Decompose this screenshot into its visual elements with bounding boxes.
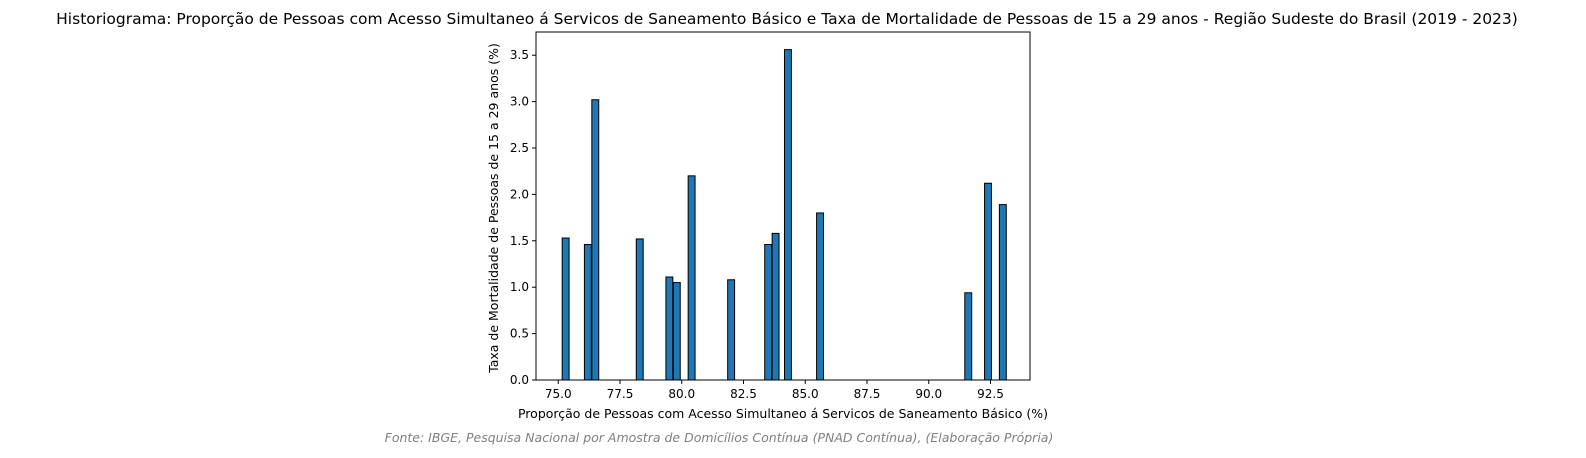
y-tick-label: 2.5 <box>510 141 529 155</box>
y-axis-label: Taxa de Mortalidade de Pessoas de 15 a 2… <box>486 43 501 374</box>
histogram-bar <box>816 212 825 381</box>
y-tick-label: 1.5 <box>510 234 529 248</box>
y-tick-label: 3.0 <box>510 95 529 109</box>
histogram-bar <box>635 238 644 381</box>
histogram-bar <box>561 237 570 381</box>
x-tick-label: 92.5 <box>977 387 1004 401</box>
x-tick-label: 90.0 <box>915 387 942 401</box>
x-tick-label: 85.0 <box>792 387 819 401</box>
histogram-bar <box>783 49 792 381</box>
y-tick-label: 0.5 <box>510 327 529 341</box>
histogram-bar <box>771 232 780 381</box>
histogram-bar <box>964 292 973 381</box>
histogram-bar <box>984 182 992 381</box>
x-tick-label: 75.0 <box>545 387 572 401</box>
x-tick-label: 87.5 <box>854 387 881 401</box>
chart-title: Historiograma: Proporção de Pessoas com … <box>56 10 1518 28</box>
x-tick-label: 80.0 <box>668 387 695 401</box>
x-axis-ticks: 75.0 77.5 80.0 82.5 85.0 87.5 90.0 92.5 <box>545 380 1004 401</box>
histogram-bar <box>591 99 600 381</box>
y-axis-ticks: 0.0 0.5 1.0 1.5 2.0 2.5 3.0 3.5 <box>510 48 536 387</box>
histogram-bar <box>764 244 773 381</box>
histogram-bar <box>672 282 681 381</box>
y-tick-label: 3.5 <box>510 48 529 62</box>
x-tick-label: 77.5 <box>607 387 634 401</box>
histogram-bar <box>583 244 592 381</box>
histogram-bar <box>687 175 696 381</box>
plot-frame <box>535 31 1031 381</box>
x-axis-label: Proporção de Pessoas com Acesso Simultan… <box>518 406 1048 421</box>
bars-group <box>561 49 1007 381</box>
y-tick-label: 2.0 <box>510 187 529 201</box>
y-tick-label: 0.0 <box>510 373 529 387</box>
source-note: Fonte: IBGE, Pesquisa Nacional por Amost… <box>385 430 1054 445</box>
histogram-bar <box>665 276 674 381</box>
x-tick-label: 82.5 <box>730 387 757 401</box>
histogram-bar <box>727 279 736 381</box>
histogram-bar <box>998 204 1007 381</box>
y-tick-label: 1.0 <box>510 280 529 294</box>
